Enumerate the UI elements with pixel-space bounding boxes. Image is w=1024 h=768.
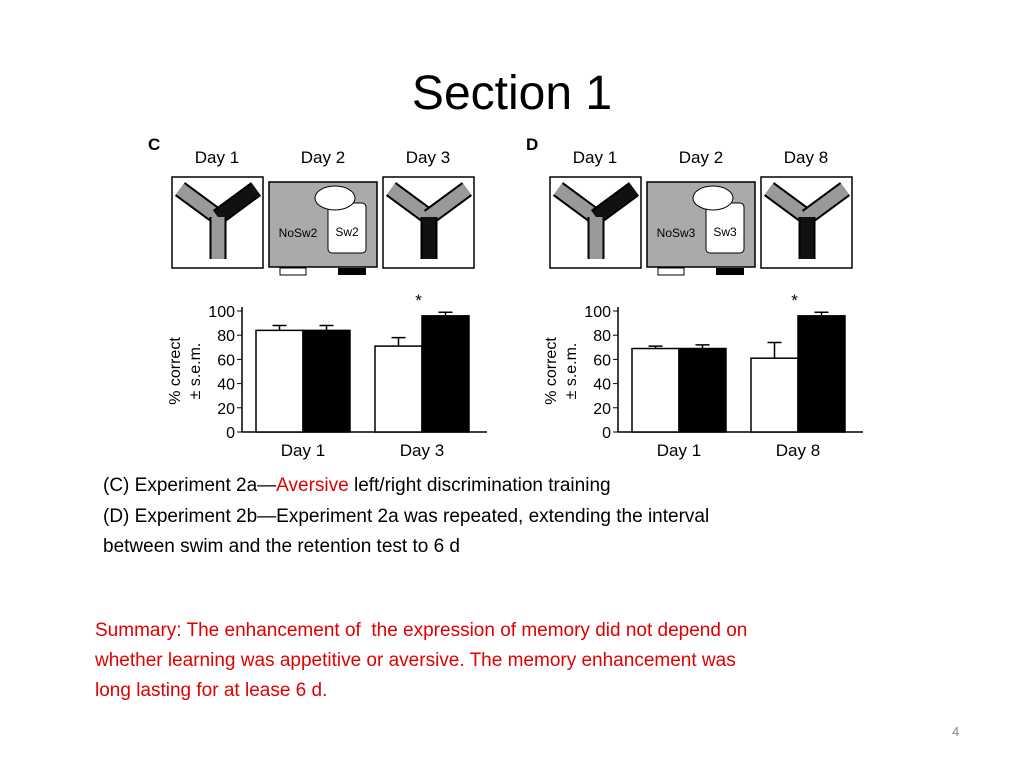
summary: long lasting for at lease 6 d.	[95, 680, 328, 701]
error-bar	[391, 336, 406, 347]
y-tick-label: 0	[602, 425, 611, 442]
y-tick-label: 60	[217, 352, 235, 369]
figure: C Day 1 Day 2 Day 3 NoSw2 Sw2 D Day 1 Day 2 Day 8…	[148, 135, 863, 460]
bar	[302, 329, 351, 433]
caption-highlight: Aversive	[276, 475, 349, 496]
caption-text: (C) Experiment 2a—	[103, 475, 277, 496]
legend-swatch	[657, 267, 685, 276]
y-axis-label: % correct	[543, 337, 560, 405]
slide-title: Section 1	[411, 67, 613, 120]
y-axis-label: ± s.e.m.	[563, 343, 580, 400]
error-bar	[767, 341, 782, 359]
bar	[255, 329, 304, 433]
y-tick-label: 100	[584, 304, 611, 321]
y-tick-label: 40	[593, 377, 611, 394]
summary: whether learning was appetitive or avers…	[95, 650, 736, 671]
y-tick-label: 20	[593, 401, 611, 418]
y-tick-label: 80	[217, 328, 235, 345]
caption-d: (D) Experiment 2b—Experiment 2a was repe…	[103, 506, 710, 527]
error-bar	[438, 311, 453, 316]
y-tick-label: 60	[593, 352, 611, 369]
maze-arm	[387, 183, 433, 223]
day-label: Day 2	[301, 148, 345, 167]
y-axis-label: ± s.e.m.	[187, 343, 204, 400]
bar	[750, 357, 799, 433]
y-tick-label: 20	[217, 401, 235, 418]
y-tick-label: 100	[208, 304, 235, 321]
day-label: Day 1	[573, 148, 617, 167]
tank-lid	[314, 185, 356, 211]
day-label: Day 3	[406, 148, 450, 167]
y-axis-label: % correct	[167, 337, 184, 405]
maze-arm	[592, 183, 638, 223]
legend-swatch	[338, 268, 366, 275]
maze-arm	[554, 183, 600, 223]
day-label: Day 1	[195, 148, 239, 167]
error-bar	[814, 311, 829, 316]
bar	[797, 315, 846, 433]
panel-letter: D	[526, 135, 538, 154]
legend-swatch	[716, 268, 744, 275]
maze-arm	[425, 183, 471, 223]
panel-letter: C	[148, 135, 160, 154]
tank-lid	[692, 185, 734, 211]
y-tick-label: 80	[593, 328, 611, 345]
day-label: Day 8	[784, 148, 828, 167]
bar	[678, 347, 727, 433]
significance-annotation: *	[415, 291, 422, 310]
summary: Summary: The enhancement of the expressi…	[95, 620, 748, 641]
y-tick-label: 40	[217, 377, 235, 394]
bar	[421, 315, 470, 433]
bar	[631, 347, 680, 433]
error-bar	[272, 324, 287, 331]
x-tick-label: Day 8	[776, 441, 820, 460]
swim-label: Sw2	[335, 225, 359, 239]
bar	[374, 345, 423, 433]
no-swim-label: NoSw3	[657, 226, 696, 240]
maze-arm	[765, 183, 811, 223]
error-bar	[648, 345, 663, 349]
no-swim-label: NoSw2	[279, 226, 318, 240]
x-tick-label: Day 3	[400, 441, 444, 460]
caption-d: between swim and the retention test to 6…	[103, 536, 460, 557]
page-number: 4	[952, 724, 960, 739]
maze-arm	[803, 183, 849, 223]
y-tick-label: 0	[226, 425, 235, 442]
significance-annotation: *	[791, 291, 798, 310]
error-bar	[695, 344, 710, 349]
caption-text: left/right discrimination training	[348, 475, 611, 496]
maze-arm	[214, 183, 260, 223]
day-label: Day 2	[679, 148, 723, 167]
x-tick-label: Day 1	[657, 441, 701, 460]
swim-label: Sw3	[713, 225, 737, 239]
legend-swatch	[279, 267, 307, 276]
caption-c: (C) Experiment 2a—Aversive left/right di…	[103, 475, 611, 497]
error-bar	[319, 324, 334, 331]
x-tick-label: Day 1	[281, 441, 325, 460]
maze-arm	[176, 183, 222, 223]
